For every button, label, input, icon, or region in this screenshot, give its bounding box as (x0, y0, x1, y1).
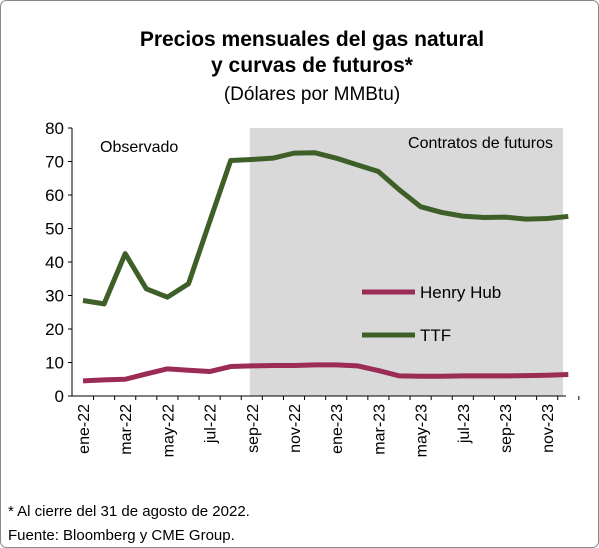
x-tick-label: mar-23 (371, 404, 388, 455)
x-tick-label: mar-22 (118, 404, 135, 455)
legend-label: TTF (420, 326, 451, 345)
x-tick-label: nov-23 (540, 404, 557, 453)
series-line (82, 362, 569, 384)
y-tick-label: 30 (45, 287, 64, 306)
legend-label: Henry Hub (420, 283, 501, 302)
forecast-shade (249, 128, 564, 396)
x-tick-label: ene-23 (329, 404, 346, 454)
chart-subtitle: (Dólares por MMBtu) (224, 84, 400, 105)
y-tick-label: 70 (45, 153, 64, 172)
footnote: Fuente: Bloomberg y CME Group. (8, 527, 235, 544)
y-tick-label: 20 (45, 320, 64, 339)
annotation: Observado (100, 139, 178, 156)
x-tick-label: jul-22 (203, 404, 220, 444)
x-tick-label: may-22 (160, 404, 177, 457)
x-tick-label: sep-23 (498, 404, 515, 453)
y-tick-label: 80 (45, 119, 64, 138)
x-tick-label: may-23 (414, 404, 431, 457)
chart-title: Precios mensuales del gas natural (140, 28, 484, 51)
series-line (82, 150, 569, 307)
x-tick-label: jul-23 (456, 404, 473, 444)
y-tick-label: 40 (45, 253, 64, 272)
x-tick-label: nov-22 (287, 404, 304, 453)
footnote: * Al cierre del 31 de agosto de 2022. (8, 503, 250, 520)
x-tick-label: ene-22 (76, 404, 93, 454)
y-tick-label: 50 (45, 220, 64, 239)
y-tick-label: 10 (45, 354, 64, 373)
y-tick-label: 0 (55, 387, 64, 406)
y-tick-label: 60 (45, 186, 64, 205)
chart-title: y curvas de futuros* (211, 54, 414, 77)
annotation: Contratos de futuros (408, 135, 553, 152)
x-tick-label: sep-22 (245, 404, 262, 453)
